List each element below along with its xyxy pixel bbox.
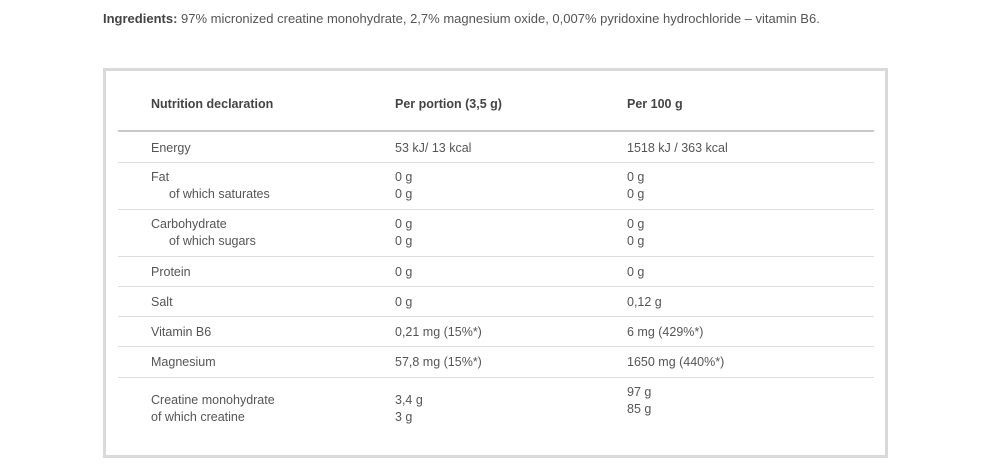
row-label: Energy [151,141,191,155]
row-label: Fat of which saturates [151,169,270,203]
row-portion: 53 kJ/ 13 kcal [395,141,472,155]
row-portion: 3,4 g 3 g [395,392,423,426]
table-row-magnesium: Magnesium 57,8 mg (15%*) 1650 mg (440%*) [118,346,874,377]
header-per-100g: Per 100 g [627,97,683,111]
header-nutrition-declaration: Nutrition declaration [151,97,274,111]
row-label: Salt [151,295,173,309]
header-per-portion: Per portion (3,5 g) [395,97,502,111]
row-label: Protein [151,265,191,279]
table-row-protein: Protein 0 g 0 g [118,256,874,287]
row-label-sub: of which sugars [169,234,256,248]
row-portion: 0 g [395,295,413,309]
ingredients-text: 97% micronized creatine monohydrate, 2,7… [177,11,820,26]
row-portion: 0 g 0 g [395,169,412,203]
table-row-fat: Fat of which saturates 0 g 0 g 0 g 0 g [118,162,874,209]
row-per100: 97 g 85 g [627,384,651,418]
row-per100: 0 g 0 g [627,216,644,250]
ingredients-label: Ingredients: [103,11,178,26]
row-per100-main: 97 g [627,385,652,399]
row-per100: 6 mg (429%*) [627,325,704,339]
row-label-sub: of which saturates [169,187,270,201]
row-portion: 0 g 0 g [395,216,412,250]
header-divider [118,130,874,132]
row-label-sub: of which creatine [151,410,245,424]
row-portion: 0,21 mg (15%*) [395,325,482,339]
row-per100: 1518 kJ / 363 kcal [627,141,728,155]
row-portion-main: 0 g [395,170,413,184]
table-row-carbohydrate: Carbohydrate of which sugars 0 g 0 g 0 g… [118,209,874,256]
row-per100-main: 0 g [627,170,645,184]
row-per100: 0 g [627,265,645,279]
row-label: Magnesium [151,355,216,369]
row-label: Carbohydrate of which sugars [151,216,256,250]
row-label-main: Carbohydrate [151,217,227,231]
row-label-main: Creatine monohydrate [151,393,275,407]
row-portion-sub: 0 g [395,187,413,201]
row-label: Creatine monohydrate of which creatine [151,392,275,426]
row-per100-sub: 0 g [627,187,645,201]
table-row-energy: Energy 53 kJ/ 13 kcal 1518 kJ / 363 kcal [118,132,874,162]
row-portion-main: 3,4 g [395,393,423,407]
row-per100: 0 g 0 g [627,169,644,203]
table-row-salt: Salt 0 g 0,12 g [118,286,874,317]
row-per100-main: 0 g [627,217,645,231]
row-portion: 57,8 mg (15%*) [395,355,482,369]
row-per100-sub: 0 g [627,234,645,248]
row-portion-main: 0 g [395,217,413,231]
table-row-vitamin-b6: Vitamin B6 0,21 mg (15%*) 6 mg (429%*) [118,316,874,347]
row-portion: 0 g [395,265,413,279]
ingredients-line: Ingredients: 97% micronized creatine mon… [103,11,820,26]
nutrition-table: Nutrition declaration Per portion (3,5 g… [103,68,888,458]
table-row-creatine: Creatine monohydrate of which creatine 3… [118,377,874,438]
row-label-main: Fat [151,170,170,184]
row-per100-sub: 85 g [627,402,652,416]
row-portion-sub: 3 g [395,410,413,424]
row-per100: 0,12 g [627,295,662,309]
row-portion-sub: 0 g [395,234,413,248]
row-per100: 1650 mg (440%*) [627,355,725,369]
row-label: Vitamin B6 [151,325,212,339]
